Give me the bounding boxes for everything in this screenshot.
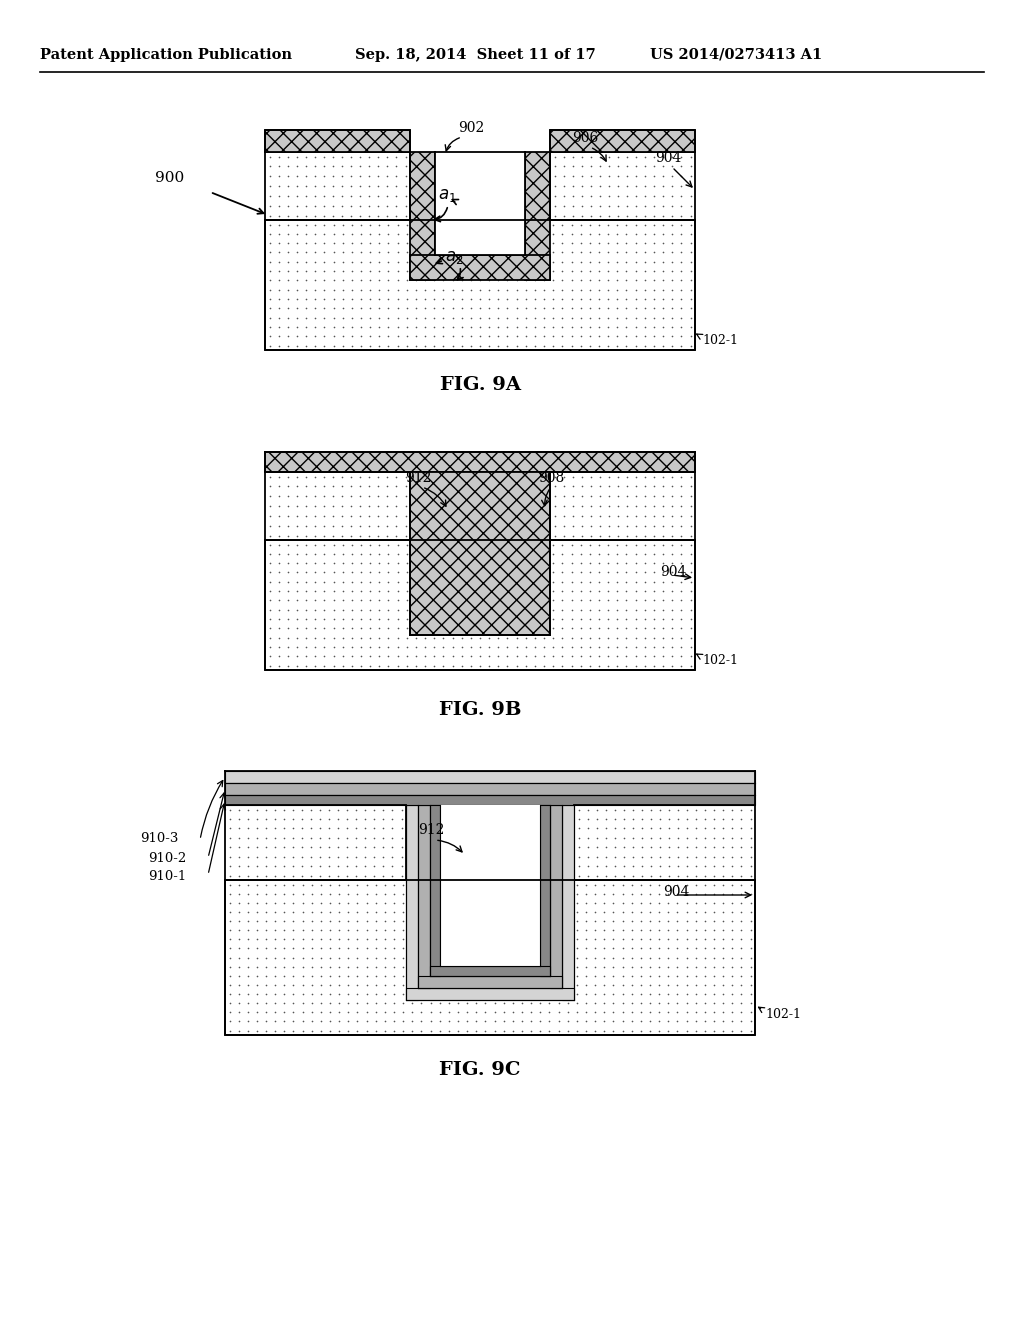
Text: 904: 904: [655, 150, 681, 165]
Text: FIG. 9A: FIG. 9A: [439, 376, 520, 393]
Text: FIG. 9B: FIG. 9B: [438, 701, 521, 719]
Bar: [225, 771, 755, 783]
Text: 910-3: 910-3: [140, 832, 178, 845]
Bar: [435, 152, 525, 255]
Text: $a_1$: $a_1$: [438, 187, 457, 205]
Bar: [410, 255, 550, 280]
Bar: [550, 152, 695, 220]
Bar: [418, 975, 562, 987]
Text: 102-1: 102-1: [765, 1008, 801, 1022]
Bar: [265, 152, 410, 220]
Bar: [550, 473, 695, 540]
Bar: [410, 152, 435, 280]
Text: 904: 904: [663, 884, 689, 899]
Bar: [430, 966, 550, 975]
Bar: [550, 805, 562, 987]
Text: Patent Application Publication: Patent Application Publication: [40, 48, 292, 62]
Text: 906: 906: [572, 131, 598, 145]
Bar: [225, 783, 755, 795]
Bar: [225, 880, 755, 1035]
Bar: [265, 451, 695, 473]
Text: 908: 908: [538, 471, 564, 484]
Bar: [418, 805, 430, 987]
Bar: [550, 129, 695, 152]
Bar: [540, 805, 550, 975]
Bar: [562, 805, 574, 1001]
Bar: [265, 540, 695, 671]
Bar: [430, 805, 440, 975]
Bar: [525, 152, 550, 280]
Bar: [265, 473, 410, 540]
Text: 910-2: 910-2: [148, 851, 186, 865]
Bar: [225, 805, 406, 880]
Text: 910-1: 910-1: [148, 870, 186, 883]
Text: $a_2$: $a_2$: [445, 249, 464, 267]
Text: US 2014/0273413 A1: US 2014/0273413 A1: [650, 48, 822, 62]
Text: 912: 912: [406, 471, 431, 484]
Text: 912: 912: [418, 822, 444, 837]
Bar: [440, 805, 540, 966]
Bar: [574, 805, 755, 880]
Bar: [265, 220, 695, 350]
Text: 900: 900: [155, 172, 184, 185]
Text: Sep. 18, 2014  Sheet 11 of 17: Sep. 18, 2014 Sheet 11 of 17: [355, 48, 596, 62]
Bar: [410, 473, 550, 635]
Text: 102-1: 102-1: [702, 334, 738, 346]
Bar: [225, 795, 755, 805]
Bar: [265, 129, 410, 152]
Text: 102-1: 102-1: [702, 653, 738, 667]
Text: 902: 902: [458, 121, 484, 135]
Text: FIG. 9C: FIG. 9C: [439, 1061, 521, 1078]
Bar: [406, 805, 418, 1001]
Bar: [406, 987, 574, 1001]
Text: 904: 904: [660, 565, 686, 579]
